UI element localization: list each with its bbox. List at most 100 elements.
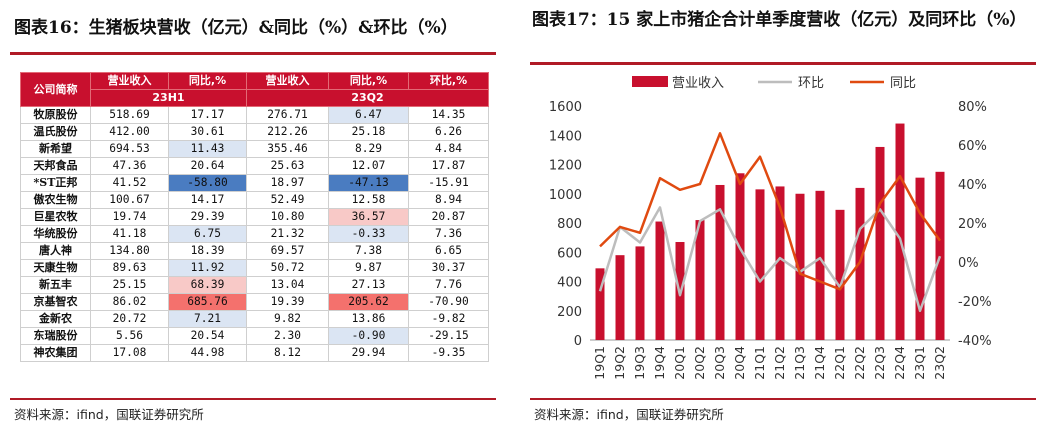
y-right-tick-label: 20% <box>958 217 987 232</box>
table-row: 温氏股份 412.00 30.61 212.26 25.18 6.26 <box>20 123 489 141</box>
revenue-bar <box>715 184 725 340</box>
company-name-cell: 华统股份 <box>20 225 91 243</box>
company-name-cell: 唐人神 <box>20 242 91 260</box>
value-cell: -58.80 <box>168 174 247 192</box>
value-cell: 5.56 <box>90 327 169 345</box>
value-cell: 17.87 <box>408 157 489 175</box>
value-cell: 7.76 <box>408 276 489 294</box>
header-period-23q2: 23Q2 <box>246 89 489 107</box>
y-left-tick-label: 0 <box>574 334 582 349</box>
value-cell: 6.75 <box>168 225 247 243</box>
value-cell: 10.80 <box>246 208 329 226</box>
value-cell: 355.46 <box>246 140 329 158</box>
table-row: 天邦食品 47.36 20.64 25.63 12.07 17.87 <box>20 157 489 175</box>
header-company: 公司简称 <box>20 72 91 107</box>
revenue-bar <box>595 268 605 340</box>
value-cell: -70.90 <box>408 293 489 311</box>
y-left-tick-label: 1000 <box>549 188 582 203</box>
x-tick-label: 20Q3 <box>712 346 727 380</box>
value-cell: -9.82 <box>408 310 489 328</box>
figure17-title: 图表17：15 家上市猪企合计单季度营收（亿元）及同环比（%） <box>532 10 1027 30</box>
value-cell: 694.53 <box>90 140 169 158</box>
right-figure: 图表17：15 家上市猪企合计单季度营收（亿元）及同环比（%） 营业收入 环比 同比… <box>520 0 1040 428</box>
value-cell: 30.37 <box>408 259 489 277</box>
revenue-bar <box>635 246 645 340</box>
source-note: 资料来源：ifind，国联证券研究所 <box>14 407 204 422</box>
company-name-cell: 巨星农牧 <box>20 208 91 226</box>
company-name-cell: 金新农 <box>20 310 91 328</box>
value-cell: 8.94 <box>408 191 489 209</box>
title-rule <box>10 52 496 55</box>
revenue-bar <box>615 255 625 340</box>
table-row: 傲农生物 100.67 14.17 52.49 12.58 8.94 <box>20 191 489 209</box>
value-cell: 14.17 <box>168 191 247 209</box>
value-cell: 14.35 <box>408 106 489 124</box>
value-cell: -29.15 <box>408 327 489 345</box>
x-tick-label: 21Q3 <box>792 346 807 380</box>
table-row: 华统股份 41.18 6.75 21.32 -0.33 7.36 <box>20 225 489 243</box>
value-cell: 8.12 <box>246 344 329 362</box>
value-cell: 7.36 <box>408 225 489 243</box>
x-tick-label: 19Q3 <box>632 346 647 380</box>
header-col: 营业收入 <box>246 72 329 90</box>
title-rule <box>530 62 1036 65</box>
company-name-cell: 牧原股份 <box>20 106 91 124</box>
legend-label: 环比 <box>798 76 824 91</box>
value-cell: 7.21 <box>168 310 247 328</box>
value-cell: 18.97 <box>246 174 329 192</box>
revenue-bar <box>655 221 665 340</box>
value-cell: 17.08 <box>90 344 169 362</box>
x-tick-label: 20Q2 <box>692 346 707 380</box>
value-cell: -0.90 <box>328 327 409 345</box>
value-cell: -15.91 <box>408 174 489 192</box>
table-row: 牧原股份 518.69 17.17 276.71 6.47 14.35 <box>20 106 489 124</box>
qoq-line <box>598 206 942 313</box>
table-row: 天康生物 89.63 11.92 50.72 9.87 30.37 <box>20 259 489 277</box>
figure16-title: 图表16：生猪板块营收（亿元）&同比（%）&环比（%） <box>14 18 458 38</box>
revenue-bar <box>775 186 785 340</box>
value-cell: 29.94 <box>328 344 409 362</box>
value-cell: 7.38 <box>328 242 409 260</box>
value-cell: 205.62 <box>328 293 409 311</box>
value-cell: 36.57 <box>328 208 409 226</box>
x-tick-label: 23Q2 <box>932 346 947 380</box>
value-cell: 21.32 <box>246 225 329 243</box>
value-cell: 212.26 <box>246 123 329 141</box>
value-cell: 13.86 <box>328 310 409 328</box>
x-tick-label: 23Q1 <box>912 346 927 380</box>
table-row: 京基智农 86.02 685.76 19.39 205.62 -70.90 <box>20 293 489 311</box>
value-cell: 41.18 <box>90 225 169 243</box>
value-cell: 13.04 <box>246 276 329 294</box>
y-left-tick-label: 1600 <box>549 100 582 115</box>
value-cell: 134.80 <box>90 242 169 260</box>
value-cell: 412.00 <box>90 123 169 141</box>
header-col: 同比,% <box>168 72 247 90</box>
header-col: 营业收入 <box>90 72 169 90</box>
company-name-cell: *ST正邦 <box>20 174 91 192</box>
value-cell: 52.49 <box>246 191 329 209</box>
value-cell: -9.35 <box>408 344 489 362</box>
header-col: 环比,% <box>408 72 489 90</box>
value-cell: 68.39 <box>168 276 247 294</box>
value-cell: 6.65 <box>408 242 489 260</box>
value-cell: 20.64 <box>168 157 247 175</box>
table-row: 巨星农牧 19.74 29.39 10.80 36.57 20.87 <box>20 208 489 226</box>
value-cell: 29.39 <box>168 208 247 226</box>
value-cell: -47.13 <box>328 174 409 192</box>
value-cell: 47.36 <box>90 157 169 175</box>
x-tick-label: 20Q1 <box>672 346 687 380</box>
x-tick-label: 22Q2 <box>852 346 867 380</box>
y-left-tick-label: 200 <box>557 305 582 320</box>
company-name-cell: 天邦食品 <box>20 157 91 175</box>
x-tick-label: 19Q1 <box>592 346 607 380</box>
table-row: 神农集团 17.08 44.98 8.12 29.94 -9.35 <box>20 344 489 362</box>
y-right-tick-label: 0% <box>958 256 979 271</box>
y-right-tick-label: 60% <box>958 139 987 154</box>
source-rule <box>530 398 1036 400</box>
revenue-bar <box>835 209 845 340</box>
value-cell: 41.52 <box>90 174 169 192</box>
y-left-tick-label: 1400 <box>549 129 582 144</box>
company-name-cell: 神农集团 <box>20 344 91 362</box>
revenue-bar <box>815 190 825 340</box>
x-tick-label: 19Q2 <box>612 346 627 380</box>
